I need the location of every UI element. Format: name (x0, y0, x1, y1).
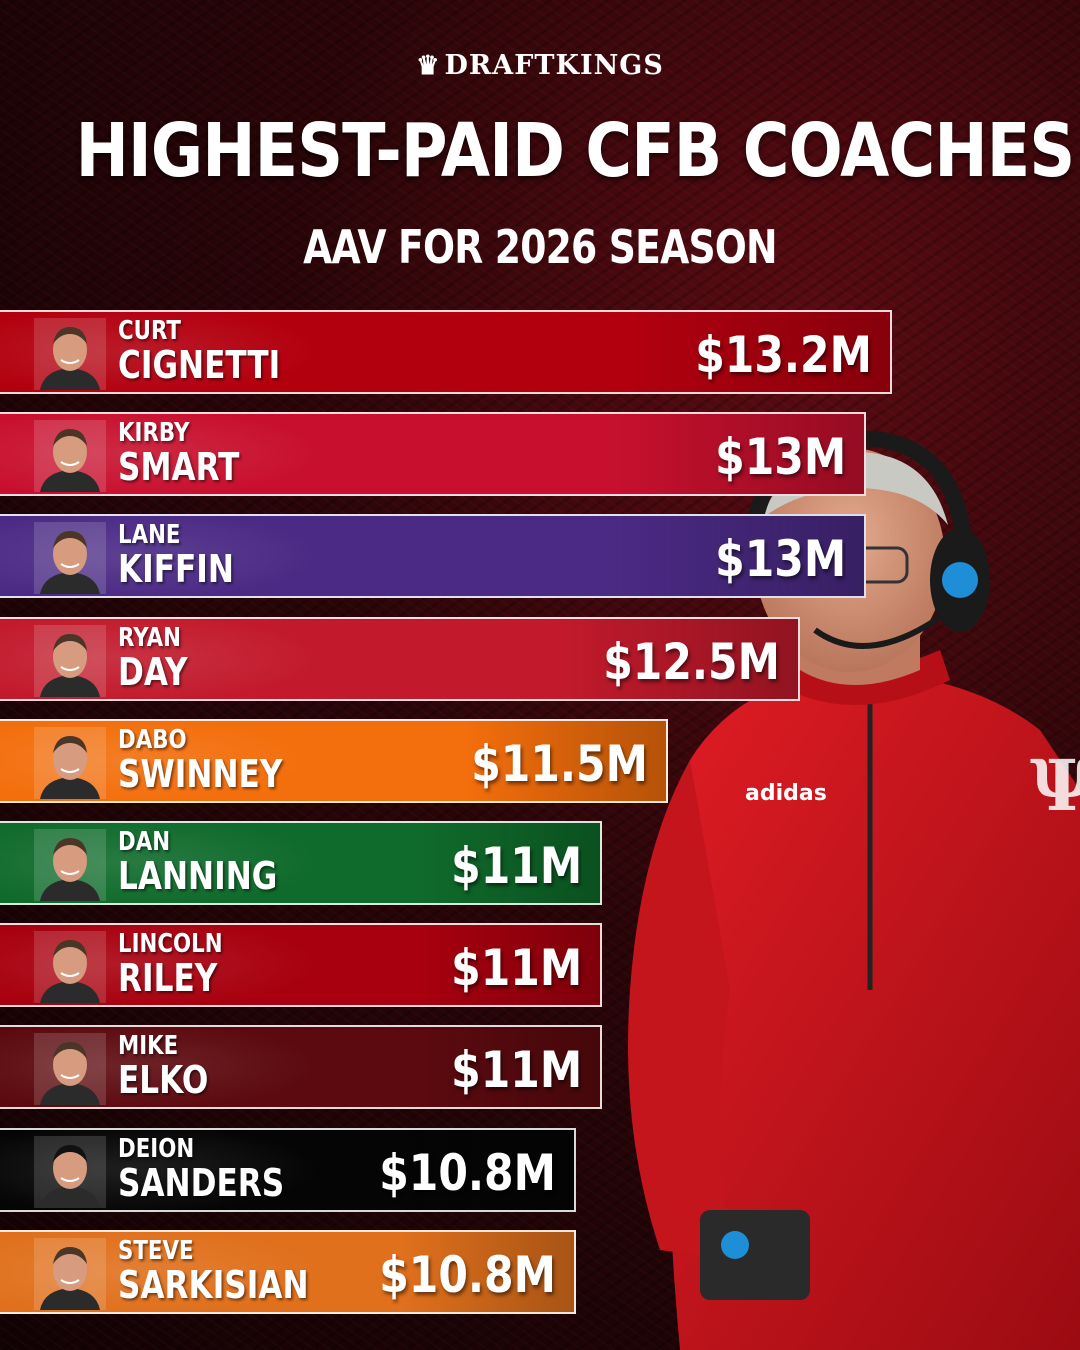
coach-headshot-kiffin (34, 522, 106, 595)
coach-headshot-lanning (34, 829, 106, 901)
salary-value-label: $11M (451, 1041, 583, 1100)
coach-last-name: DAY (118, 649, 188, 694)
svg-text:adidas: adidas (745, 781, 827, 806)
coach-last-name: ELKO (118, 1058, 209, 1103)
coach-first-name: DEION (118, 1133, 195, 1164)
bar-cignetti: CURT CIGNETTI $13.2M (0, 310, 892, 394)
bar-kiffin: LANE KIFFIN $13M (0, 514, 866, 599)
crown-icon: ♛ (416, 51, 441, 81)
bar-elko: MIKE ELKO $11M (0, 1025, 603, 1110)
coach-headshot-smart (34, 420, 106, 493)
coach-headshot-sarkisian (34, 1237, 106, 1310)
salary-value-label: $11M (451, 939, 583, 998)
coach-last-name: SWINNEY (118, 751, 283, 796)
coach-first-name: LANE (118, 520, 181, 551)
salary-value-label: $13M (714, 428, 846, 487)
coach-headshot-elko (34, 1033, 106, 1106)
bar-riley: LINCOLN RILEY $11M (0, 923, 603, 1008)
coach-name: LANE KIFFIN (118, 522, 234, 588)
coach-last-name: SANDERS (118, 1160, 285, 1205)
bar-lanning: DAN LANNING $11M (0, 821, 603, 905)
coach-headshot-sanders (34, 1135, 106, 1208)
coach-name: LINCOLN RILEY (118, 931, 223, 997)
coach-name: DEION SANDERS (118, 1136, 284, 1202)
salary-value-label: $10.8M (379, 1143, 556, 1202)
salary-value-label: $13.2M (695, 326, 872, 384)
coach-name: DAN LANNING (118, 829, 277, 895)
page-subtitle: AAV FOR 2026 SEASON (303, 220, 777, 274)
page-title: HIGHEST-PAID CFB COACHES (75, 108, 1076, 194)
coach-first-name: MIKE (118, 1031, 179, 1062)
coach-last-name: RILEY (118, 956, 218, 1001)
salary-value-label: $11.5M (471, 734, 649, 793)
bar-smart: KIRBY SMART $13M (0, 412, 866, 497)
coach-headshot-riley (34, 931, 106, 1004)
coach-name: KIRBY SMART (118, 420, 239, 486)
salary-value-label: $11M (451, 837, 583, 895)
coach-name: DABO SWINNEY (118, 727, 282, 793)
coach-last-name: KIFFIN (118, 547, 234, 592)
coach-name: CURT CIGNETTI (118, 318, 280, 384)
draftkings-logo: ♛ DRAFTKINGS (0, 50, 1080, 81)
coach-name: RYAN DAY (118, 625, 188, 691)
bar-sarkisian: STEVE SARKISIAN $10.8M (0, 1229, 576, 1314)
coach-first-name: KIRBY (118, 418, 190, 449)
coach-first-name: DAN (118, 827, 171, 857)
coach-headshot-day (34, 624, 106, 697)
coach-first-name: RYAN (118, 622, 181, 653)
salary-value-label: $10.8M (379, 1245, 556, 1304)
coach-first-name: DABO (118, 724, 187, 755)
coach-first-name: CURT (118, 316, 181, 346)
coach-name: MIKE ELKO (118, 1033, 208, 1099)
bar-day: RYAN DAY $12.5M (0, 616, 800, 701)
coach-name: STEVE SARKISIAN (118, 1238, 309, 1304)
svg-text:Ψ: Ψ (1030, 744, 1080, 827)
coach-last-name: SARKISIAN (118, 1262, 309, 1307)
coach-headshot-swinney (34, 726, 106, 799)
brand-name: DRAFTKINGS (444, 50, 664, 81)
coach-headshot-cignetti (34, 318, 106, 390)
salary-value-label: $13M (714, 530, 846, 589)
coach-last-name: SMART (118, 445, 240, 490)
bar-swinney: DABO SWINNEY $11.5M (0, 718, 669, 803)
bar-sanders: DEION SANDERS $10.8M (0, 1127, 576, 1212)
coach-photo: adidas Ψ (628, 430, 1080, 1350)
coach-last-name: CIGNETTI (118, 343, 281, 387)
coach-last-name: LANNING (118, 854, 278, 898)
coach-first-name: STEVE (118, 1235, 194, 1266)
coach-first-name: LINCOLN (118, 929, 223, 960)
salary-value-label: $12.5M (603, 632, 780, 691)
